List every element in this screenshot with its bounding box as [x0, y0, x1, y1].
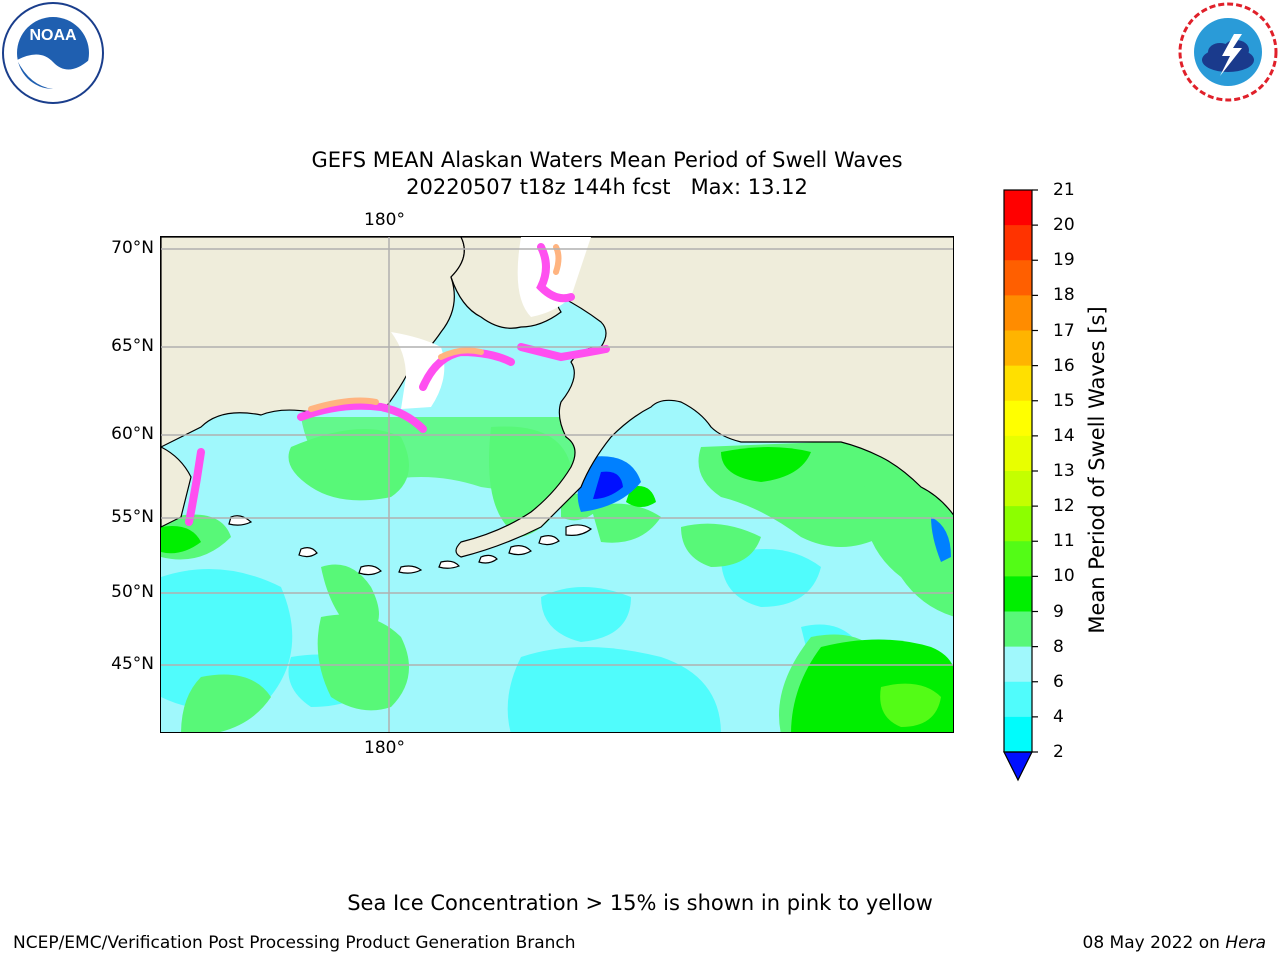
colorbar-segment	[1004, 260, 1032, 296]
lat-label-50: 50°N	[111, 582, 154, 602]
chart-title: GEFS MEAN Alaskan Waters Mean Period of …	[311, 148, 903, 172]
colorbar-tick-label: 19	[1053, 250, 1075, 271]
colorbar-tick-label: 18	[1053, 285, 1075, 306]
colorbar-label-text: Mean Period of Swell Waves [s]	[1085, 306, 1109, 634]
colorbar-tick-label: 2	[1053, 742, 1064, 762]
colorbar-tick-label: 16	[1053, 355, 1075, 376]
chart-subtitle: 20220507 t18z 144h fcst Max: 13.12	[406, 175, 808, 199]
colorbar-tick-label: 14	[1053, 425, 1075, 446]
graticule	[161, 237, 953, 732]
colorbar-tick-label: 12	[1053, 496, 1075, 517]
colorbar-segment	[1004, 295, 1032, 331]
colorbar-tick-label: 17	[1053, 320, 1075, 341]
colorbar-segment	[1004, 576, 1032, 612]
lat-label-65: 65°N	[111, 336, 154, 356]
colorbar-tick-label: 15	[1053, 390, 1075, 411]
colorbar-segment	[1004, 681, 1032, 718]
sea-ice-note: Sea Ice Concentration > 15% is shown in …	[347, 891, 933, 915]
lat-label-60: 60°N	[111, 424, 154, 444]
nws-logo	[1178, 2, 1278, 102]
lon-label-bottom: 180°	[364, 738, 405, 758]
colorbar-tick-label: 6	[1053, 671, 1064, 692]
footer-credit: NCEP/EMC/Verification Post Processing Pr…	[13, 933, 576, 953]
colorbar-segment	[1004, 435, 1032, 472]
colorbar-segment	[1004, 611, 1032, 648]
noaa-logo: NOAA	[2, 2, 104, 104]
colorbar-segment	[1004, 330, 1032, 367]
colorbar-segment	[1004, 400, 1032, 437]
footer-date: 08 May 2022 on Hera	[1083, 932, 1267, 954]
footer-machine: Hera	[1225, 933, 1266, 953]
lon-label-top: 180°	[364, 210, 405, 230]
swell-12s-patches	[880, 683, 941, 727]
footer-date-text: 08 May 2022 on	[1082, 933, 1226, 953]
colorbar-segment	[1004, 190, 1032, 226]
colorbar-tick-label: 8	[1053, 636, 1064, 657]
colorbar-tick-label: 21	[1053, 180, 1075, 200]
colorbar-segment	[1004, 506, 1032, 542]
colorbar-tick-label: 9	[1053, 601, 1064, 622]
lat-label-70: 70°N	[111, 238, 154, 258]
colorbar-segment	[1004, 365, 1032, 402]
colorbar-segment	[1004, 541, 1032, 577]
colorbar-tick-label: 4	[1053, 706, 1064, 727]
map-panel	[160, 236, 954, 733]
colorbar-segment	[1004, 646, 1032, 683]
colorbar	[1003, 189, 1038, 782]
colorbar-tick-label: 10	[1053, 566, 1075, 587]
colorbar-segment	[1004, 471, 1032, 507]
lat-label-45: 45°N	[111, 654, 154, 674]
aleutian-islands	[228, 515, 593, 576]
lat-label-55: 55°N	[111, 507, 154, 527]
noaa-logo-text: NOAA	[29, 27, 77, 44]
map-field	[161, 237, 953, 732]
colorbar-extend-arrow	[1003, 751, 1033, 782]
swell-short-period	[577, 456, 951, 562]
colorbar-tick-label: 13	[1053, 461, 1075, 481]
colorbar-tick-label: 20	[1053, 215, 1075, 236]
colorbar-segment	[1004, 716, 1032, 753]
no-data-region	[391, 332, 445, 409]
colorbar-segment	[1004, 225, 1032, 261]
colorbar-tick-label: 11	[1053, 531, 1075, 552]
